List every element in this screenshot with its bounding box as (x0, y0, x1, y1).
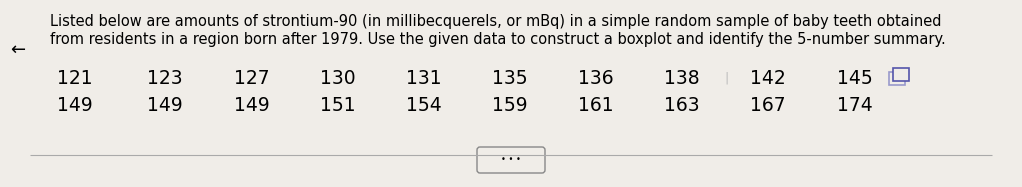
Text: • • •: • • • (501, 156, 521, 165)
Text: 159: 159 (493, 96, 527, 114)
Text: from residents in a region born after 1979. Use the given data to construct a bo: from residents in a region born after 19… (50, 32, 945, 47)
Text: 149: 149 (234, 96, 270, 114)
Text: |: | (724, 71, 728, 85)
Text: 163: 163 (664, 96, 700, 114)
FancyBboxPatch shape (477, 147, 545, 173)
Text: 123: 123 (147, 68, 183, 88)
FancyBboxPatch shape (889, 72, 905, 85)
Text: 167: 167 (750, 96, 786, 114)
Text: 138: 138 (664, 68, 700, 88)
Text: Listed below are amounts of strontium-90 (in millibecquerels, or mBq) in a simpl: Listed below are amounts of strontium-90… (50, 14, 941, 29)
Text: 154: 154 (406, 96, 442, 114)
Text: 121: 121 (57, 68, 93, 88)
Text: 161: 161 (578, 96, 614, 114)
Text: 127: 127 (234, 68, 270, 88)
FancyBboxPatch shape (893, 68, 909, 81)
Text: 151: 151 (320, 96, 356, 114)
Text: 135: 135 (493, 68, 527, 88)
Text: ←: ← (10, 41, 26, 59)
Text: 149: 149 (57, 96, 93, 114)
Text: 136: 136 (578, 68, 614, 88)
Text: 149: 149 (147, 96, 183, 114)
Text: 145: 145 (837, 68, 873, 88)
Text: 130: 130 (320, 68, 356, 88)
Text: 174: 174 (837, 96, 873, 114)
Text: 142: 142 (750, 68, 786, 88)
Text: 131: 131 (406, 68, 442, 88)
